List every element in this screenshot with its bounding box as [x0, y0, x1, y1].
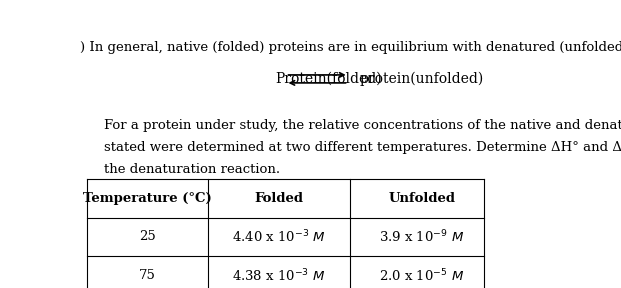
Text: 4.40 x 10$^{-3}$ $\mathit{M}$: 4.40 x 10$^{-3}$ $\mathit{M}$ [232, 229, 325, 245]
Text: 25: 25 [139, 230, 156, 243]
Text: 4.38 x 10$^{-3}$ $\mathit{M}$: 4.38 x 10$^{-3}$ $\mathit{M}$ [232, 268, 325, 284]
Text: 75: 75 [139, 269, 156, 282]
Text: Folded: Folded [254, 192, 303, 204]
Text: ) In general, native (folded) proteins are in equilibrium with denatured (unfold: ) In general, native (folded) proteins a… [80, 41, 621, 54]
Text: the denaturation reaction.: the denaturation reaction. [104, 163, 280, 176]
Text: 2.0 x 10$^{-5}$ $\mathit{M}$: 2.0 x 10$^{-5}$ $\mathit{M}$ [379, 268, 465, 284]
Text: For a protein under study, the relative concentrations of the native and denatur: For a protein under study, the relative … [104, 119, 621, 132]
Text: stated were determined at two different temperatures. Determine ΔH° and ΔS° for: stated were determined at two different … [104, 141, 621, 154]
Text: protein(unfolded): protein(unfolded) [359, 72, 483, 86]
Text: Temperature (°C): Temperature (°C) [83, 192, 212, 204]
Text: Protein(folded): Protein(folded) [275, 72, 381, 86]
Text: 3.9 x 10$^{-9}$ $\mathit{M}$: 3.9 x 10$^{-9}$ $\mathit{M}$ [379, 229, 465, 245]
Text: Unfolded: Unfolded [388, 192, 455, 204]
